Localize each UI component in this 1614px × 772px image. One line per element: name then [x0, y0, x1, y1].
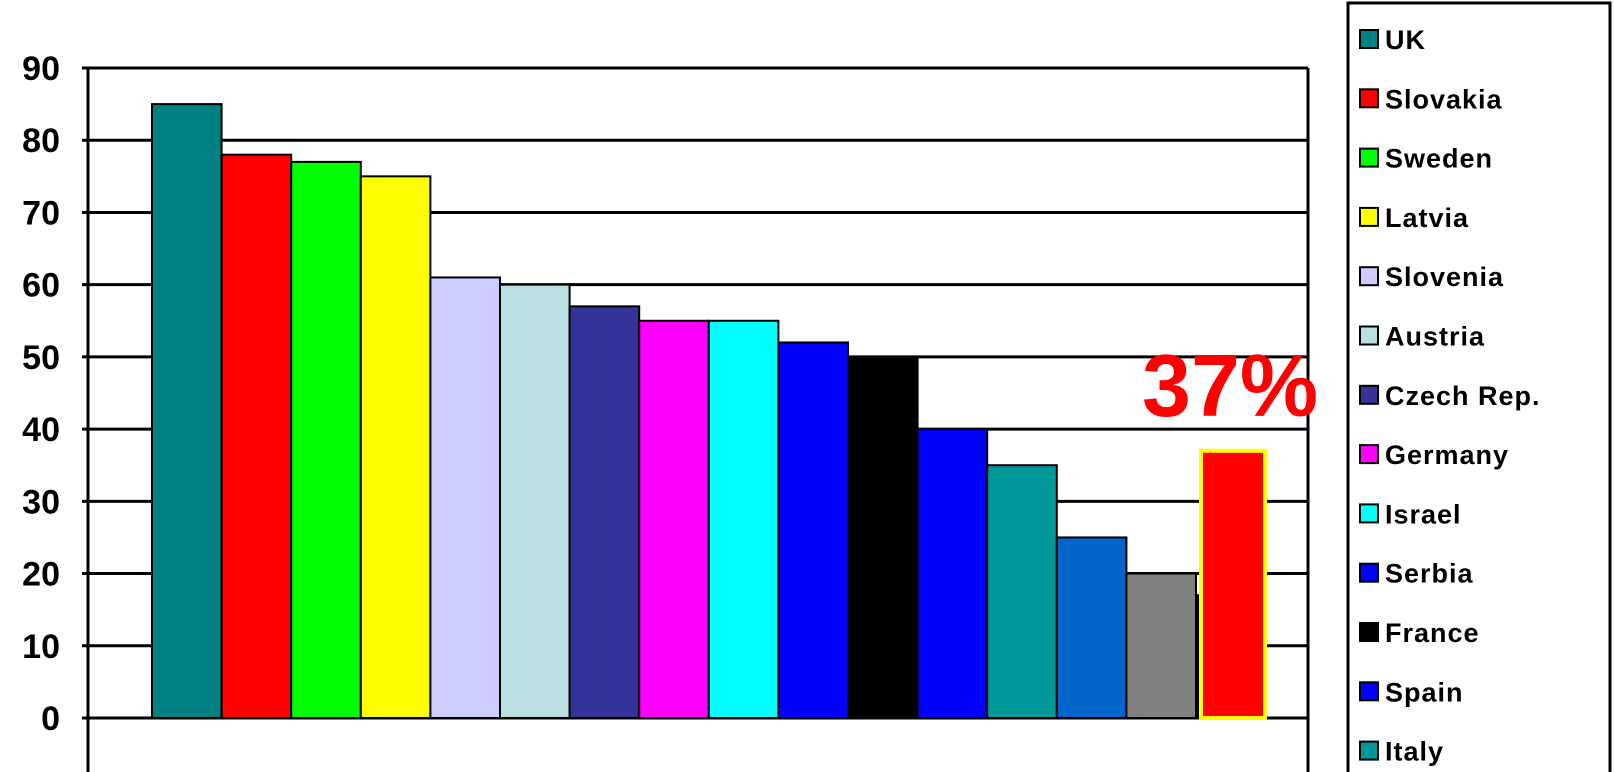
legend-swatch	[1359, 325, 1379, 346]
callout-label: 37%	[1142, 336, 1318, 435]
y-tick-label: 10	[22, 628, 60, 666]
bar	[499, 283, 571, 719]
legend-swatch	[1359, 622, 1379, 642]
legend-swatch	[1359, 503, 1379, 524]
bar	[290, 160, 362, 719]
y-tick-label: 30	[22, 483, 60, 521]
legend-label: Sweden	[1385, 144, 1493, 174]
y-tick-label: 20	[22, 556, 60, 594]
bars	[151, 103, 1267, 720]
y-tick-label: 40	[22, 411, 60, 449]
bar	[359, 175, 432, 720]
bar	[777, 341, 850, 719]
highlight-bar	[1199, 448, 1267, 720]
highlight-bar-group	[1199, 448, 1267, 720]
bar	[220, 153, 293, 719]
legend-box	[1346, 1, 1612, 772]
legend-swatch	[1359, 88, 1379, 109]
y-tick-label: 50	[22, 339, 60, 377]
legend-label: Germany	[1385, 440, 1509, 470]
y-axis-ticks: 0 10 20 30 40 50 60 70 80 90	[22, 50, 60, 738]
bar	[707, 319, 780, 719]
legend-swatch	[1359, 266, 1379, 287]
legend-label: Latvia	[1385, 203, 1469, 233]
legend-swatch	[1359, 444, 1379, 465]
bar	[638, 319, 710, 719]
legend-swatch	[1359, 740, 1379, 761]
legend-label: Austria	[1385, 322, 1485, 352]
bar	[1125, 572, 1198, 719]
bar	[986, 464, 1058, 719]
bar	[151, 103, 223, 720]
legend-swatch	[1359, 681, 1379, 702]
y-tick-label: 0	[41, 700, 60, 738]
y-tick-label: 70	[22, 194, 60, 232]
legend-swatch	[1359, 562, 1379, 583]
legend-swatch	[1359, 29, 1379, 49]
legend-label: Czech Rep.	[1385, 381, 1541, 411]
legend-label: France	[1385, 618, 1480, 648]
y-tick-label: 90	[22, 50, 60, 88]
y-tick-label: 80	[22, 122, 60, 160]
legend-label: UK	[1385, 25, 1426, 55]
legend-swatch	[1359, 206, 1379, 227]
bar	[568, 305, 641, 719]
y-tick-label: 60	[22, 267, 60, 305]
legend: UK Slovakia Sweden Latvia Slovenia Austria Cze…	[1346, 1, 1612, 772]
legend-label: Slovenia	[1385, 262, 1504, 292]
bar	[916, 428, 989, 719]
legend-label: Slovakia	[1385, 84, 1503, 114]
legend-label: Israel	[1385, 499, 1462, 529]
legend-swatch	[1359, 147, 1379, 168]
bar	[847, 355, 919, 719]
bar	[429, 276, 501, 719]
legend-swatch	[1359, 384, 1379, 405]
legend-label: Spain	[1385, 677, 1464, 707]
legend-label: Serbia	[1385, 559, 1474, 589]
legend-label: Italy	[1385, 737, 1444, 767]
bar	[1055, 536, 1128, 720]
